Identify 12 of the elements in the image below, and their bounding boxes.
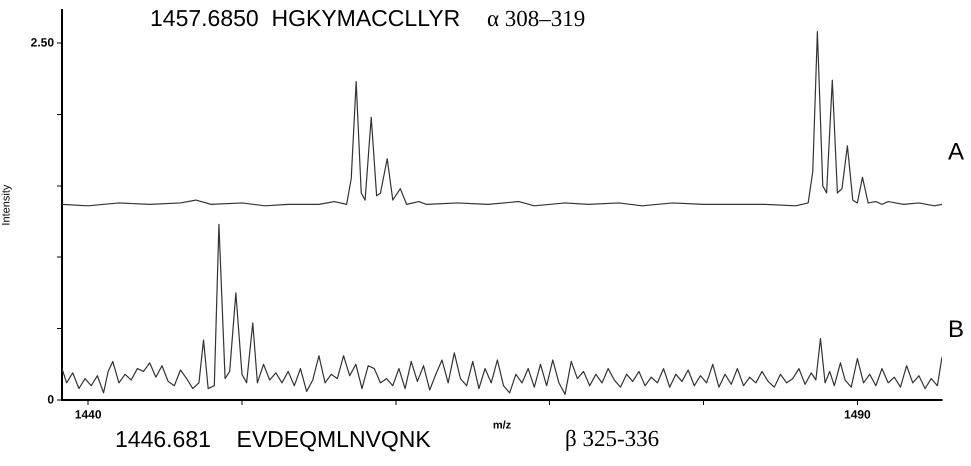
text: β 325-336: [565, 426, 660, 452]
text: 1446.681 EVDEQMLNVQNK: [115, 426, 431, 453]
x-tick-label: 1440: [74, 408, 102, 422]
annotation: 1457.6850 HGKYMACCLLYR: [150, 5, 460, 32]
y-axis-title: Intensity: [0, 184, 13, 226]
x-axis-title: m/z: [492, 419, 512, 432]
x-tick-label: 1490: [844, 408, 872, 422]
annotation: α 308–319: [487, 6, 586, 32]
y-tick-label: 2.50: [30, 35, 54, 50]
y-tick-label: 0: [47, 392, 54, 406]
series-label: B: [948, 316, 964, 344]
series-label: A: [948, 138, 964, 166]
